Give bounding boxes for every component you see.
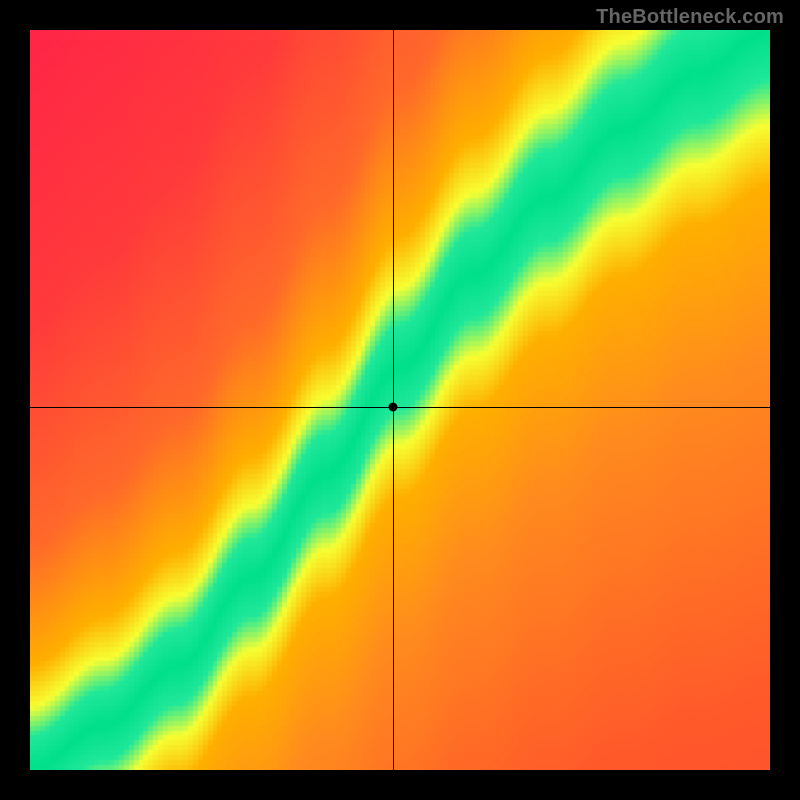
watermark-text: TheBottleneck.com <box>596 6 784 29</box>
heatmap-canvas <box>30 30 770 770</box>
crosshair-horizontal <box>30 407 770 408</box>
figure-root: TheBottleneck.com <box>0 0 800 800</box>
heatmap-plot <box>30 30 770 770</box>
data-point-marker <box>388 403 397 412</box>
crosshair-vertical <box>393 30 394 770</box>
